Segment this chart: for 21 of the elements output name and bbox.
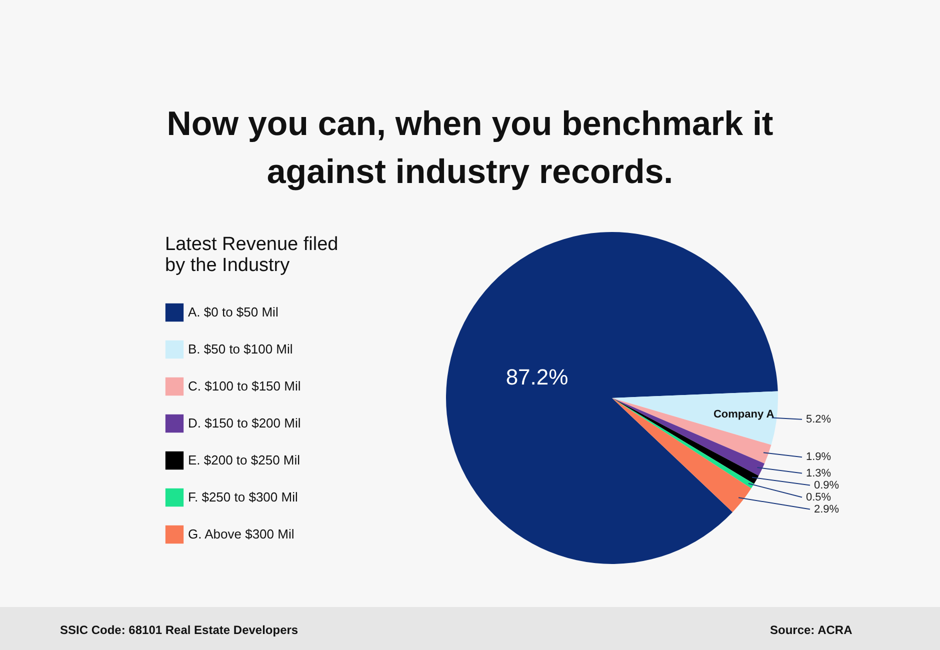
legend-label: E. $200 to $250 Mil [188,452,300,468]
data-label: 1.3% [806,467,832,480]
data-label: 2.9% [814,503,840,516]
legend-label: A. $0 to $50 Mil [188,304,278,320]
legend-label: D. $150 to $200 Mil [188,416,301,430]
data-label: 1.9% [806,451,832,464]
data-label: 5.2% [806,413,832,426]
legend-title: Latest Revenue filed by the Industry [165,234,338,276]
legend-label: C. $100 to $150 Mil [188,378,301,394]
pie-slice [446,232,778,564]
data-label: 0.9% [814,479,840,492]
legend-label: F. $250 to $300 Mil [188,490,298,504]
data-label: 87.2% [506,364,568,390]
pie-slice [612,391,778,445]
text: SSIC Code: 68101 Real Estate Developers [60,623,298,637]
data-label: 0.5% [806,491,832,504]
legend-label: G. Above $300 Mil [188,526,294,542]
text: Company A [713,408,774,420]
source-note: Source: ACRA [770,623,853,637]
legend-label: B. $50 to $100 Mil [188,342,293,356]
chart-title: Now you can, when you benchmark it against industry records. [166,105,774,191]
